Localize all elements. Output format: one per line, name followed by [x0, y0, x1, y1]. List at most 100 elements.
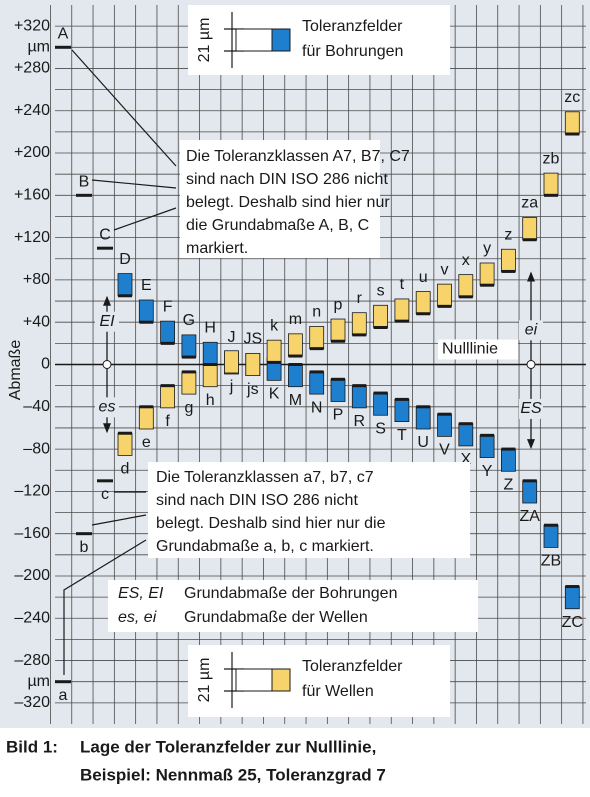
tolerance-field [394, 298, 410, 322]
tolerance-field [330, 378, 346, 402]
tolerance-field [138, 299, 154, 323]
field-label: m [289, 311, 302, 328]
tolerance-field [564, 111, 580, 135]
field-label: g [184, 399, 193, 416]
y-tick-label: +200 [14, 144, 50, 161]
tolerance-field [224, 350, 239, 374]
tolerance-field [564, 586, 580, 610]
field-label: F [163, 298, 173, 315]
field-label: zb [543, 150, 560, 167]
annotation: ei [525, 322, 538, 339]
legend-text: für Wellen [302, 683, 374, 700]
key-text: Grundabmaße der Bohrungen [184, 585, 397, 602]
field-label: T [397, 427, 407, 444]
tolerance-field [309, 326, 325, 350]
tolerance-field [415, 406, 431, 430]
tolerance-field [500, 448, 516, 472]
field-label: V [439, 442, 450, 459]
field-label: u [419, 269, 428, 286]
tolerance-field [287, 364, 303, 388]
note-line: Die Toleranzklassen a7, b7, c7 [156, 469, 374, 486]
annotation-bg [95, 311, 119, 332]
field-label: D [119, 251, 131, 268]
field-label: N [311, 399, 323, 416]
marker-label: C [99, 226, 111, 243]
field-label: h [206, 392, 215, 409]
field-label: j [229, 378, 234, 395]
legend-text: für Bohrungen [302, 43, 403, 60]
field-label: r [357, 290, 363, 307]
legend-box [188, 645, 450, 717]
note-box [180, 140, 380, 258]
annotation-bg [519, 320, 543, 341]
zero-line-label: Nulllinie [442, 341, 498, 358]
tolerance-field [522, 217, 538, 241]
annotation: ES [520, 400, 542, 417]
key-text: Grundabmaße der Wellen [184, 609, 368, 626]
ei-arrow-head [103, 295, 111, 306]
leader-line [91, 514, 147, 526]
leader-line [113, 207, 177, 231]
field-label: P [333, 407, 344, 424]
leader-line [63, 539, 147, 675]
y-tick-label: –320 [14, 694, 50, 711]
marker-label: c [101, 486, 109, 503]
y-unit: µm [27, 39, 50, 56]
tolerance-field [437, 283, 452, 307]
field-label: f [165, 413, 170, 430]
note-line: Die Toleranzklassen A7, B7, C7 [186, 148, 410, 165]
field-label: U [417, 434, 429, 451]
field-label: y [483, 240, 491, 257]
es-arrow-head [527, 439, 535, 450]
field-label: H [204, 320, 216, 337]
tolerance-field [160, 320, 176, 344]
field-label: z [504, 226, 512, 243]
y-tick-label: +80 [23, 271, 50, 288]
tolerance-field [479, 434, 495, 458]
legend-size: 21 µm [196, 18, 213, 63]
field-label: p [334, 296, 343, 313]
field-label: za [521, 195, 538, 212]
key-symbols: es, ei [118, 609, 157, 626]
tolerance-field [330, 318, 346, 342]
ei-arrow-head [527, 271, 535, 282]
y-tick-label: –280 [14, 652, 50, 669]
annotation-bg [95, 397, 119, 418]
tolerance-field [181, 334, 197, 358]
tolerance-field [245, 352, 261, 377]
note-line: sind nach DIN ISO 286 nicht [186, 171, 388, 188]
field-label: X [460, 451, 471, 468]
marker-label: a [59, 687, 68, 704]
field-label: R [354, 413, 366, 430]
marker-label: B [79, 174, 90, 191]
field-label: S [375, 420, 386, 437]
field-label: e [142, 434, 151, 451]
legend-size: 21 µm [196, 658, 213, 703]
marker-label: A [58, 26, 69, 43]
tolerance-field [202, 341, 218, 365]
annotation: es [99, 399, 116, 416]
tolerance-field [181, 371, 197, 395]
legend-text: Toleranzfelder [302, 18, 403, 35]
tolerance-field [117, 432, 133, 456]
field-label: d [121, 461, 130, 478]
tolerance-field [437, 413, 452, 437]
tolerance-field [138, 406, 154, 430]
field-label: n [312, 304, 321, 321]
tolerance-field [202, 364, 218, 388]
field-label: J [228, 329, 236, 346]
field-label: Z [504, 477, 514, 494]
key-symbols: ES, EI [118, 585, 164, 602]
tolerance-field [309, 371, 325, 395]
annotation: EI [99, 313, 115, 330]
es-arrow-head [103, 423, 111, 434]
field-label: ZB [541, 553, 561, 570]
tolerance-field [479, 262, 495, 286]
zero-label-bg [438, 339, 518, 360]
tolerance-field [458, 423, 474, 447]
legend-text: Toleranzfelder [302, 658, 403, 675]
note-line: markiert. [186, 240, 248, 257]
field-label: s [377, 283, 385, 300]
y-unit: µm [27, 673, 50, 690]
